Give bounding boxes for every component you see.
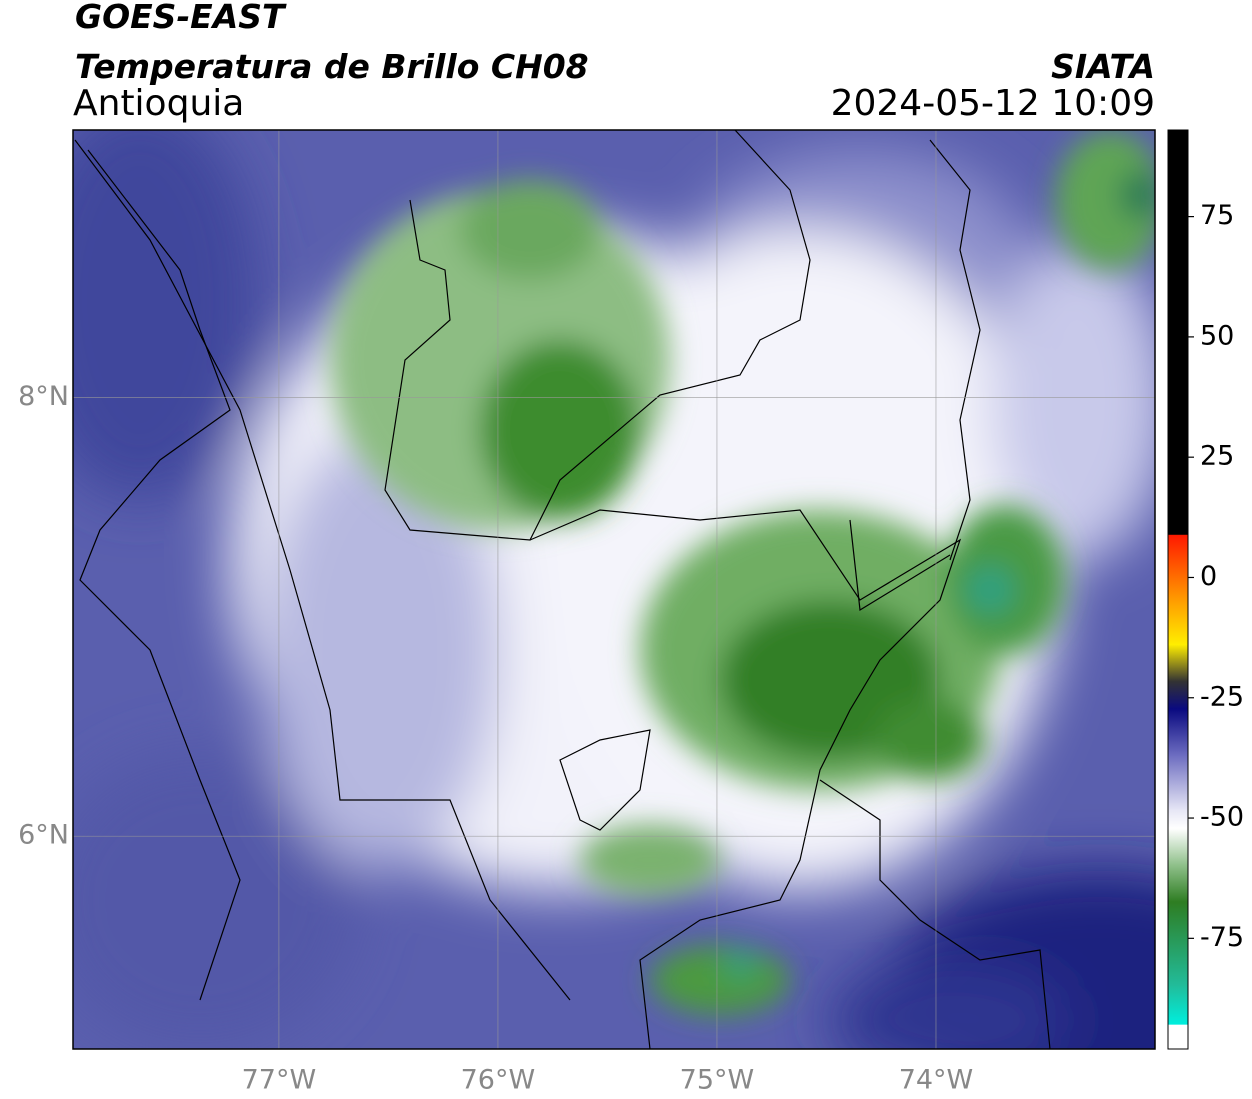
colorbar xyxy=(1167,129,1189,1050)
boundaries xyxy=(74,130,1051,1049)
source: SIATA xyxy=(1051,47,1155,86)
colorbar-tick-label: 25 xyxy=(1200,441,1234,472)
colorbar-tick-label: 0 xyxy=(1200,561,1217,592)
colorbar-tick-label: -25 xyxy=(1200,681,1244,712)
colorbar-tick-label: 50 xyxy=(1200,320,1234,351)
timestamp: 2024-05-12 10:09 xyxy=(831,83,1155,124)
colorbar-tick-label: -50 xyxy=(1200,802,1244,833)
subtitle: Temperatura de Brillo CH08 xyxy=(75,47,589,86)
x-tick-label: 76°W xyxy=(461,1065,536,1096)
x-tick-label: 74°W xyxy=(899,1065,974,1096)
colorbar-tick-label: 75 xyxy=(1200,200,1234,231)
x-tick-label: 75°W xyxy=(680,1065,755,1096)
colorbar-tick-label: -75 xyxy=(1200,922,1244,953)
map-frame xyxy=(72,129,1156,1050)
satellite-image xyxy=(73,130,1155,1049)
y-tick-label: 8°N xyxy=(18,381,69,412)
title: GOES-EAST xyxy=(75,0,287,36)
x-tick-label: 77°W xyxy=(242,1065,317,1096)
region: Antioquia xyxy=(73,83,244,124)
y-tick-label: 6°N xyxy=(18,820,69,851)
